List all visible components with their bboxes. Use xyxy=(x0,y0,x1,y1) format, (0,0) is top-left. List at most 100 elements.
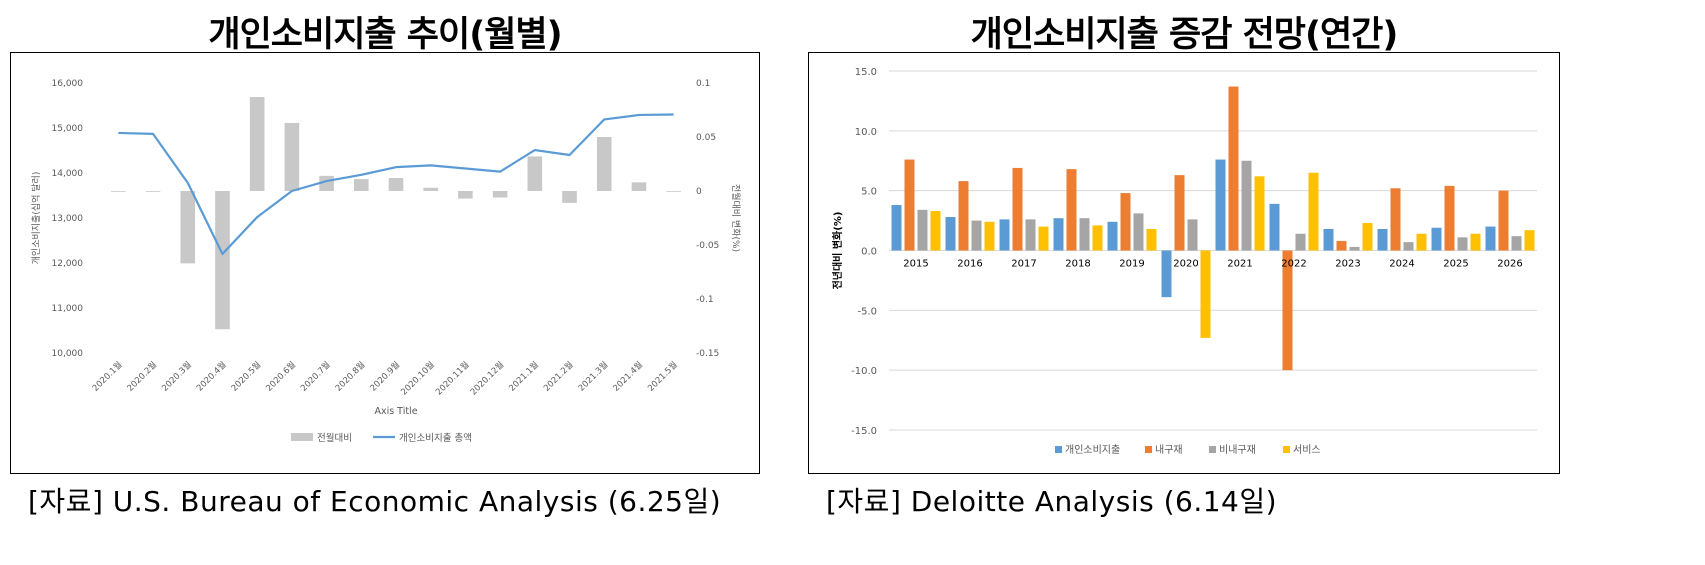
bar-개인소비지출-2023 xyxy=(1323,228,1334,251)
right-y-axis-title: 전월대비 변화(%) xyxy=(730,184,742,252)
bar-2020.10월 xyxy=(423,187,438,191)
x-tick-label: 2020.2월 xyxy=(125,359,159,393)
bar-비내구재-2019 xyxy=(1133,213,1144,251)
x-tick-label: 2020.3월 xyxy=(160,359,194,393)
annual-pce-outlook-chart: -15.0 -10.0 -5.0 0.0 5.0 10.0 15.0 2015 2016 2017… xyxy=(831,67,1537,456)
right-y-tick-label: -0.15 xyxy=(696,349,719,359)
bar-2020.4월 xyxy=(215,191,230,330)
bar-개인소비지출-2019 xyxy=(1107,221,1118,251)
legend-label-내구재: 내구재 xyxy=(1155,444,1183,456)
x-tick-label: 2015 xyxy=(903,259,928,270)
legend-label-total: 개인소비지출 총액 xyxy=(399,432,472,444)
bar-2021.1월 xyxy=(527,156,543,191)
y-tick-label: 10.0 xyxy=(855,127,877,138)
pce-total-line xyxy=(118,113,674,256)
x-axis-title: Axis Title xyxy=(374,406,417,417)
x-tick-label: 2020.10월 xyxy=(399,359,437,397)
right-y-tick-label: 0.05 xyxy=(696,133,716,143)
bar-내구재-2018 xyxy=(1066,169,1077,251)
legend-swatch-서비스 xyxy=(1283,446,1290,453)
x-tick-label: 2020 xyxy=(1173,259,1198,270)
x-tick-label: 2020.5월 xyxy=(229,359,263,393)
bar-서비스-2018 xyxy=(1092,225,1103,251)
bar-2020.5월 xyxy=(249,97,265,191)
bar-서비스-2015 xyxy=(930,211,941,251)
y-tick-label: -15.0 xyxy=(851,426,877,437)
bar-비내구재-2023 xyxy=(1349,246,1360,251)
bar-내구재-2021 xyxy=(1228,86,1239,251)
bar-개인소비지출-2018 xyxy=(1053,218,1064,251)
bar-비내구재-2021 xyxy=(1241,160,1252,251)
bar-개인소비지출-2025 xyxy=(1431,227,1442,251)
bar-서비스-2021 xyxy=(1254,176,1265,251)
x-tick-label: 2021 xyxy=(1227,259,1252,270)
right-y-tick-label: 0.1 xyxy=(696,79,710,89)
y-tick-label: 0.0 xyxy=(861,247,877,258)
bar-서비스-2022 xyxy=(1308,172,1319,251)
legend-swatch-비내구재 xyxy=(1209,446,1216,453)
bar-내구재-2016 xyxy=(958,181,969,251)
x-tick-label: 2017 xyxy=(1011,259,1036,270)
bar-서비스-2026 xyxy=(1524,230,1535,251)
bar-내구재-2026 xyxy=(1498,190,1509,251)
x-tick-label: 2020.4월 xyxy=(194,359,228,393)
bar-개인소비지출-2024 xyxy=(1377,228,1388,251)
x-tick-label: 2018 xyxy=(1065,259,1090,270)
bar-서비스-2023 xyxy=(1362,222,1373,251)
bar-서비스-2017 xyxy=(1038,226,1049,251)
left-y-tick-label: 16,000 xyxy=(52,79,84,89)
y-tick-label: 5.0 xyxy=(861,187,877,198)
bar-비내구재-2015 xyxy=(917,209,928,251)
bar-비내구재-2026 xyxy=(1511,236,1522,251)
y-tick-label: -5.0 xyxy=(857,306,877,317)
y-axis-title: 전년대비 변화(%) xyxy=(831,212,844,290)
x-tick-label: 2021.1월 xyxy=(507,359,541,393)
x-tick-label: 2020.11월 xyxy=(433,359,471,397)
bar-개인소비지출-2015 xyxy=(891,205,902,251)
bar-2020.1월 xyxy=(111,191,126,192)
x-tick-label: 2026 xyxy=(1497,259,1522,270)
right-chart-title: 개인소비지출 증감 전망(연간) xyxy=(970,15,1399,55)
bar-내구재-2015 xyxy=(904,159,915,251)
bar-2020.9월 xyxy=(388,178,404,191)
legend-label-서비스: 서비스 xyxy=(1293,444,1321,456)
x-tick-label: 2020.9월 xyxy=(368,359,402,393)
x-tick-label: 2023 xyxy=(1335,259,1360,270)
right-chart-source: [자료] Deloitte Analysis (6.14일) xyxy=(826,485,1278,518)
x-tick-label: 2021.5월 xyxy=(645,359,679,393)
bar-비내구재-2020 xyxy=(1187,219,1198,251)
x-tick-label: 2020.1월 xyxy=(90,359,124,393)
bar-2020.8월 xyxy=(354,179,369,191)
x-tick-label: 2020.8월 xyxy=(333,359,367,393)
x-tick-label: 2016 xyxy=(957,259,982,270)
bar-비내구재-2025 xyxy=(1457,237,1468,251)
y-tick-label: -10.0 xyxy=(851,366,877,377)
bar-개인소비지출-2022 xyxy=(1269,203,1280,251)
left-y-tick-label: 15,000 xyxy=(52,124,84,134)
x-tick-label: 2020.7월 xyxy=(298,359,332,393)
left-y-axis-title: 개인소비지출(십억 달러) xyxy=(30,172,42,265)
legend-swatch-내구재 xyxy=(1145,446,1152,453)
left-y-tick-label: 10,000 xyxy=(52,349,84,359)
left-chart-area: 10,000 11,000 12,000 13,000 14,000 15,000 16,0… xyxy=(10,52,760,474)
x-tick-label: 2022 xyxy=(1281,259,1306,270)
bar-서비스-2025 xyxy=(1470,233,1481,251)
right-chart-area: -15.0 -10.0 -5.0 0.0 5.0 10.0 15.0 2015 2016 2017… xyxy=(808,52,1560,474)
x-tick-label: 2020.12월 xyxy=(468,359,506,397)
bar-개인소비지출-2021 xyxy=(1215,159,1226,251)
x-tick-label: 2019 xyxy=(1119,259,1144,270)
bar-내구재-2023 xyxy=(1336,240,1347,251)
y-tick-label: 15.0 xyxy=(855,67,877,78)
x-tick-label: 2024 xyxy=(1389,259,1414,270)
bar-개인소비지출-2016 xyxy=(945,216,956,251)
legend-swatch-mom xyxy=(291,433,313,441)
x-tick-label: 2021.4월 xyxy=(611,359,645,393)
x-tick-label: 2021.2월 xyxy=(541,359,575,393)
legend-label-비내구재: 비내구재 xyxy=(1219,444,1256,456)
left-y-tick-label: 12,000 xyxy=(52,259,84,269)
bar-내구재-2019 xyxy=(1120,193,1131,251)
right-y-tick-label: -0.05 xyxy=(696,241,719,251)
bar-2021.4월 xyxy=(631,182,647,191)
x-tick-label: 2020.6월 xyxy=(264,359,298,393)
x-tick-label: 2025 xyxy=(1443,259,1468,270)
